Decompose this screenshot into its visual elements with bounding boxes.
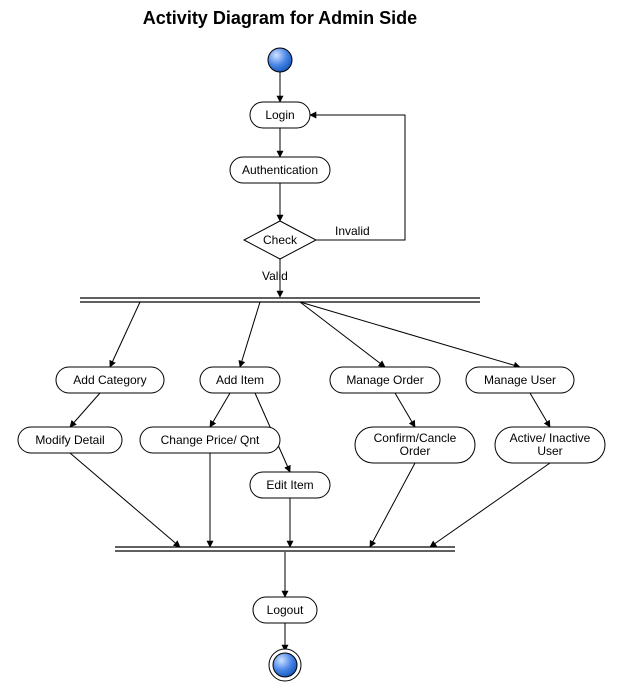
node-edititem: Edit Item: [250, 472, 330, 498]
edge-label-check-login: Invalid: [335, 224, 370, 238]
node-end: [269, 649, 301, 681]
node-active: Active/ InactiveUser: [495, 427, 605, 463]
node-label-mngorder: Manage Order: [346, 373, 423, 387]
edge-label-check-fork: Valid: [262, 269, 288, 283]
node-mngorder: Manage Order: [330, 367, 440, 393]
node-addcat: Add Category: [56, 367, 164, 393]
node-auth: Authentication: [230, 157, 330, 183]
node-label-addcat: Add Category: [73, 373, 146, 387]
node-label-additem: Add Item: [216, 373, 264, 387]
node-login: Login: [250, 102, 310, 128]
node-label-check: Check: [263, 233, 298, 247]
node-start: [268, 48, 292, 72]
node-confirm: Confirm/CancleOrder: [355, 427, 475, 463]
node-label-login: Login: [265, 108, 294, 122]
node-chgprice: Change Price/ Qnt: [140, 427, 280, 453]
node-label-mnguser: Manage User: [484, 373, 556, 387]
node-label-logout: Logout: [267, 603, 304, 617]
node-label-modify: Modify Detail: [35, 433, 104, 447]
node-logout: Logout: [253, 597, 317, 623]
node-additem: Add Item: [200, 367, 280, 393]
node-label-chgprice: Change Price/ Qnt: [161, 433, 260, 447]
node-label-edititem: Edit Item: [266, 478, 313, 492]
node-label-auth: Authentication: [242, 163, 318, 177]
node-mnguser: Manage User: [466, 367, 574, 393]
node-modify: Modify Detail: [18, 427, 122, 453]
diagram-title: Activity Diagram for Admin Side: [143, 8, 417, 28]
